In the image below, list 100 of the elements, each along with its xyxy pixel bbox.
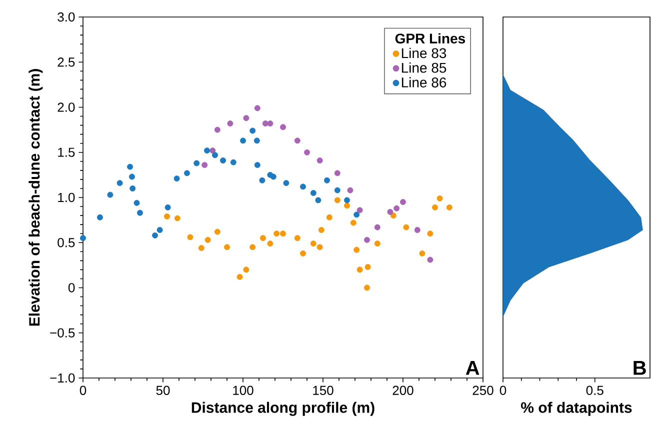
x-tick-label: 100 bbox=[233, 386, 254, 395]
legend-title: GPR Lines bbox=[395, 33, 466, 44]
point bbox=[364, 264, 371, 270]
point bbox=[316, 244, 323, 250]
point bbox=[324, 177, 330, 184]
y-tick-label: 2.0 bbox=[58, 102, 75, 112]
point bbox=[240, 138, 246, 144]
point bbox=[202, 162, 208, 168]
y-axis-title: Elevation of beach-dune contact (m) bbox=[28, 69, 43, 326]
legend-label: Line 83 bbox=[402, 48, 446, 58]
point bbox=[387, 208, 394, 215]
point bbox=[243, 266, 250, 273]
point bbox=[212, 152, 218, 158]
x-tick-label: 50 bbox=[156, 386, 170, 395]
point bbox=[350, 220, 356, 226]
point bbox=[310, 240, 316, 247]
point bbox=[174, 176, 180, 182]
point bbox=[310, 190, 316, 196]
point bbox=[230, 159, 236, 166]
point bbox=[280, 124, 286, 130]
point bbox=[259, 177, 266, 184]
y-tick-label: −0.5 bbox=[50, 328, 75, 338]
point bbox=[315, 197, 322, 204]
point bbox=[134, 200, 140, 206]
legend-label: Line 86 bbox=[402, 77, 446, 88]
x-tick-label: 200 bbox=[392, 386, 414, 395]
x-tick-label: 0 bbox=[500, 386, 506, 395]
point bbox=[356, 207, 363, 214]
point bbox=[334, 170, 340, 176]
point bbox=[224, 244, 230, 250]
point bbox=[427, 230, 434, 237]
point bbox=[136, 210, 143, 216]
point bbox=[267, 120, 274, 126]
point bbox=[326, 214, 332, 220]
x-axis-title: Distance along profile (m) bbox=[192, 402, 374, 416]
point bbox=[214, 126, 220, 133]
point bbox=[394, 205, 400, 212]
point bbox=[236, 274, 243, 280]
point bbox=[304, 149, 310, 156]
point bbox=[184, 170, 190, 176]
point bbox=[374, 240, 380, 247]
point bbox=[280, 230, 286, 237]
point bbox=[187, 234, 194, 240]
point bbox=[260, 235, 266, 242]
point bbox=[364, 236, 370, 243]
point bbox=[374, 224, 380, 230]
point bbox=[250, 128, 256, 134]
point bbox=[164, 213, 170, 220]
point bbox=[194, 160, 200, 166]
point bbox=[356, 266, 363, 273]
y-tick-label: 0.5 bbox=[58, 238, 75, 248]
point bbox=[419, 250, 426, 256]
point bbox=[344, 197, 350, 204]
point bbox=[127, 164, 134, 170]
point bbox=[294, 138, 300, 144]
point bbox=[436, 195, 443, 202]
point bbox=[400, 199, 406, 206]
point bbox=[198, 245, 204, 252]
point bbox=[446, 204, 452, 210]
point bbox=[354, 212, 360, 218]
point bbox=[254, 138, 260, 144]
x-tick-label: 150 bbox=[313, 386, 334, 395]
point bbox=[130, 185, 136, 192]
point bbox=[414, 226, 420, 233]
point bbox=[254, 162, 260, 168]
point bbox=[243, 115, 250, 122]
point bbox=[250, 244, 256, 250]
point bbox=[214, 228, 220, 235]
y-tick-label: 0 bbox=[68, 283, 75, 292]
point bbox=[156, 226, 163, 233]
legend-label: Line 85 bbox=[402, 62, 446, 73]
point bbox=[274, 230, 280, 237]
x-tick-label: 0.5 bbox=[586, 386, 604, 395]
point bbox=[318, 226, 324, 233]
point bbox=[390, 212, 396, 219]
point bbox=[354, 246, 360, 253]
point bbox=[364, 284, 370, 291]
point bbox=[254, 105, 260, 112]
y-tick-label: 2.5 bbox=[58, 58, 75, 67]
x-tick-label: 0 bbox=[80, 386, 86, 395]
point bbox=[128, 174, 135, 180]
point bbox=[267, 240, 274, 247]
point bbox=[204, 236, 211, 243]
point bbox=[210, 148, 216, 154]
point bbox=[344, 202, 350, 209]
point bbox=[80, 235, 86, 242]
annotation: B bbox=[634, 361, 646, 375]
point bbox=[152, 232, 158, 238]
x-tick-label: 250 bbox=[472, 386, 494, 395]
point bbox=[427, 256, 434, 263]
point bbox=[294, 235, 300, 242]
point bbox=[300, 250, 306, 256]
point bbox=[432, 204, 438, 210]
point bbox=[334, 197, 340, 204]
y-tick-label: 3.0 bbox=[58, 12, 75, 22]
y-tick-label: −1.0 bbox=[50, 373, 75, 383]
point bbox=[283, 180, 290, 186]
point bbox=[334, 187, 340, 194]
y-tick-label: 1.5 bbox=[58, 148, 75, 157]
point bbox=[403, 224, 410, 230]
